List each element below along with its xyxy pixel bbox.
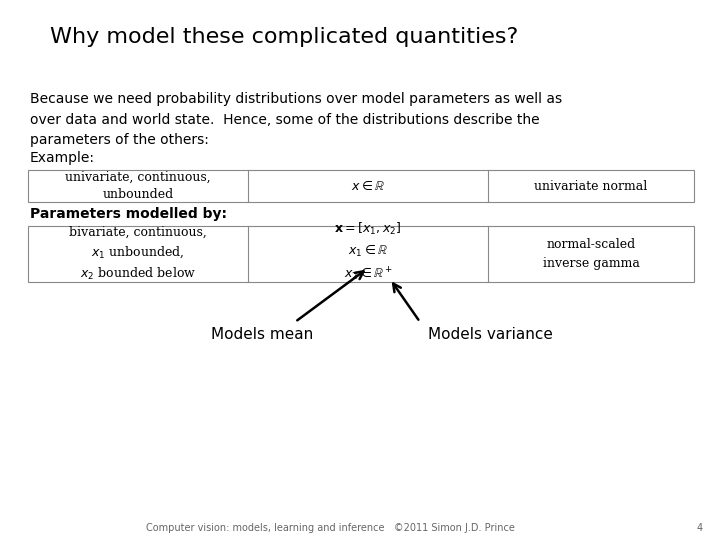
- Text: Example:: Example:: [30, 151, 95, 165]
- Text: Parameters modelled by:: Parameters modelled by:: [30, 207, 227, 221]
- Text: bivariate, continuous,
$x_1$ unbounded,
$x_2$ bounded below: bivariate, continuous, $x_1$ unbounded, …: [69, 226, 207, 282]
- Bar: [28, 170, 694, 202]
- Text: Models mean: Models mean: [211, 327, 313, 342]
- Text: Why model these complicated quantities?: Why model these complicated quantities?: [50, 27, 518, 47]
- Text: 4: 4: [697, 523, 703, 533]
- Text: $x \in \mathbb{R}$: $x \in \mathbb{R}$: [351, 179, 385, 193]
- Text: univariate, continuous,
unbounded: univariate, continuous, unbounded: [66, 171, 211, 201]
- Text: Models variance: Models variance: [428, 327, 552, 342]
- Text: Computer vision: models, learning and inference   ©2011 Simon J.D. Prince: Computer vision: models, learning and in…: [145, 523, 514, 533]
- Text: univariate normal: univariate normal: [534, 179, 647, 192]
- Text: normal-scaled
inverse gamma: normal-scaled inverse gamma: [543, 239, 639, 269]
- Text: Because we need probability distributions over model parameters as well as
over : Because we need probability distribution…: [30, 92, 562, 147]
- Text: $\mathbf{x} = [x_1, x_2]$
$x_1 \in \mathbb{R}$
$x_2 \in \mathbb{R}^+$: $\mathbf{x} = [x_1, x_2]$ $x_1 \in \math…: [334, 221, 402, 283]
- Bar: [28, 226, 694, 282]
